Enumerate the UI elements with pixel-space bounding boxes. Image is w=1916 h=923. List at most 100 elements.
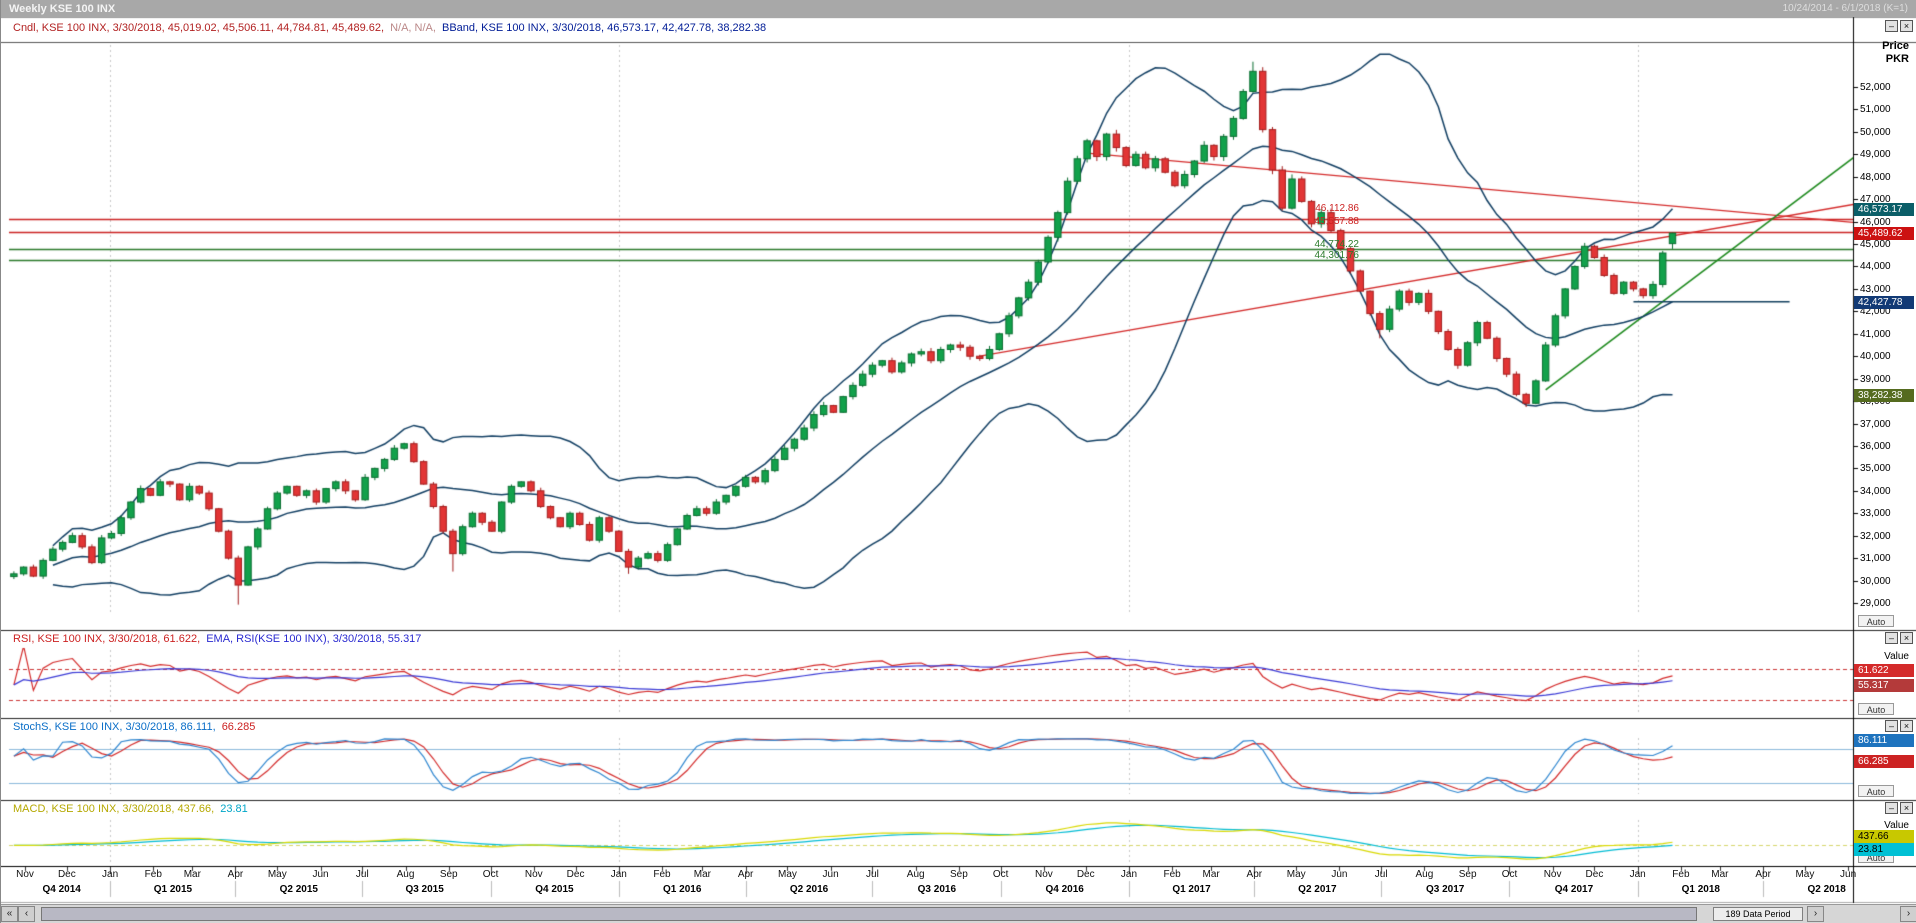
x-axis-month-label: Jul — [1374, 869, 1388, 880]
stoch-autoscale-button[interactable]: Auto — [1858, 785, 1894, 797]
y-axis-tick-label: 44,000 — [1860, 261, 1891, 273]
y-axis-tick-label: 41,000 — [1860, 328, 1891, 340]
scrollbar-thumb[interactable] — [41, 907, 1697, 921]
rsi-autoscale-button[interactable]: Auto — [1858, 703, 1894, 715]
scroll-right-button[interactable]: › — [1807, 906, 1824, 922]
indicator-value-box: 61.622 — [1854, 663, 1914, 677]
x-axis-month-label: Aug — [396, 869, 415, 880]
y-axis-tick-label: 52,000 — [1860, 82, 1891, 93]
y-axis-tick-label: 29,000 — [1860, 598, 1891, 609]
y-axis-tick-label: 47,000 — [1860, 194, 1891, 206]
y-axis-tick-label: 40,000 — [1860, 351, 1891, 363]
x-axis-month-label: Jan — [102, 869, 119, 880]
x-axis-quarter-label: Q2 2015 — [279, 884, 318, 895]
panel-close-button[interactable]: × — [1900, 720, 1913, 732]
rsi-readout: RSI, KSE 100 INX, 3/30/2018, 61.622, — [13, 633, 201, 645]
panel-close-button[interactable]: × — [1900, 20, 1913, 32]
panel-minimize-button[interactable]: – — [1885, 802, 1898, 814]
x-axis-quarter-label: Q1 2015 — [153, 884, 193, 895]
stoch-k-readout: StochS, KSE 100 INX, 3/30/2018, 86.111, — [13, 721, 216, 733]
stoch-d-readout: 66.285 — [221, 721, 256, 733]
y-axis-tick-label: 33,000 — [1860, 508, 1891, 520]
x-axis-month-label: Jan — [1120, 869, 1138, 880]
x-axis-quarter-label: Q1 2017 — [1172, 884, 1211, 895]
x-axis-quarter-label: Q1 2018 — [1681, 884, 1720, 895]
scroll-far-right-button[interactable]: › — [1900, 906, 1916, 922]
price-level-label: 44,301.76 — [1314, 249, 1360, 261]
x-axis-month-label: Mar — [183, 869, 201, 880]
x-axis-month-label: Sep — [949, 869, 968, 880]
bband-readout: BBand, KSE 100 INX, 3/30/2018, 46,573.17… — [442, 22, 767, 34]
indicator-value-box: 23.81 — [1854, 843, 1914, 857]
main-autoscale-button[interactable]: Auto — [1858, 615, 1894, 627]
price-axis-value-box: 42,427.78 — [1854, 295, 1914, 309]
x-axis-month-label: Jan — [610, 869, 627, 880]
na-readout: N/A, N/A, — [390, 22, 436, 34]
x-axis-month-label: Nov — [524, 869, 543, 880]
x-axis-month-label: Nov — [16, 869, 34, 880]
x-axis-month-label: Jul — [355, 869, 369, 880]
y-axis-tick-label: 36,000 — [1860, 440, 1891, 452]
x-axis-month-label: Feb — [144, 869, 162, 880]
x-axis-month-label: Feb — [653, 869, 671, 880]
x-axis-month-label: Apr — [227, 869, 244, 880]
x-axis-quarter-label: Q2 2018 — [1807, 884, 1846, 895]
x-axis-month-label: Mar — [693, 869, 712, 880]
x-axis-month-label: Mar — [1711, 869, 1729, 880]
scroll-far-left-button[interactable]: « — [1, 906, 18, 922]
panel-minimize-button[interactable]: – — [1885, 632, 1898, 644]
x-axis-month-label: Nov — [1034, 869, 1053, 880]
panel-minimize-button[interactable]: – — [1885, 20, 1898, 32]
x-axis-month-label: Feb — [1672, 869, 1690, 880]
main-panel-buttons: – × — [1885, 20, 1913, 32]
x-axis-month-label: Jun — [822, 869, 839, 880]
panel-minimize-button[interactable]: – — [1885, 720, 1898, 732]
x-axis-quarter-label: Q4 2015 — [535, 884, 574, 895]
x-axis-month-label: Apr — [737, 869, 754, 880]
x-axis-month-label: Feb — [1163, 869, 1181, 880]
window-title-bar: Weekly KSE 100 INX 10/24/2014 - 6/1/2018… — [1, 0, 1916, 17]
rsi-panel-header: RSI, KSE 100 INX, 3/30/2018, 61.622, EMA… — [13, 633, 424, 645]
main-chart-header: Cndl, KSE 100 INX, 3/30/2018, 45,019.02,… — [13, 22, 769, 34]
scroll-left-button[interactable]: ‹ — [18, 906, 35, 922]
y-axis-tick-label: 31,000 — [1860, 553, 1891, 565]
y-axis-tick-label: 50,000 — [1860, 126, 1891, 138]
x-axis-quarter-label: Q4 2016 — [1045, 884, 1084, 895]
horizontal-scrollbar[interactable]: « ‹ 189 Data Period › › — [1, 904, 1916, 923]
macd-axis-value-title: Value — [1884, 820, 1909, 831]
x-axis-quarter-label: Q2 2016 — [789, 884, 829, 895]
panel-close-button[interactable]: × — [1900, 802, 1913, 814]
macd-panel-header: MACD, KSE 100 INX, 3/30/2018, 437.66, 23… — [13, 803, 251, 815]
x-axis-month-label: May — [1795, 869, 1815, 880]
x-axis-month-label: Dec — [1585, 869, 1604, 880]
x-axis-month-label: Sep — [439, 869, 458, 880]
x-axis-month-label: Oct — [1501, 869, 1518, 880]
x-axis-month-label: Dec — [1076, 869, 1095, 880]
price-level-label: 46,112.86 — [1315, 203, 1359, 215]
window-title: Weekly KSE 100 INX — [9, 2, 116, 15]
indicator-value-box: 437.66 — [1854, 830, 1914, 844]
rsi-axis-value-title: Value — [1884, 651, 1909, 662]
x-axis-quarter-label: Q3 2015 — [405, 884, 444, 895]
x-axis-month-label: Apr — [1755, 869, 1771, 880]
rsi-ema-readout: EMA, RSI(KSE 100 INX), 3/30/2018, 55.317 — [206, 633, 422, 645]
x-axis-month-label: Jun — [1331, 869, 1348, 880]
rsi-panel-buttons: – × — [1885, 632, 1913, 644]
y-axis-tick-label: 35,000 — [1860, 463, 1891, 475]
y-axis-tick-label: 51,000 — [1860, 104, 1891, 116]
x-axis-month-label: Dec — [57, 869, 76, 880]
data-period-label: 189 Data Period — [1713, 907, 1803, 921]
y-axis-tick-label: 32,000 — [1860, 530, 1891, 542]
x-axis-quarter-label: Q3 2016 — [917, 884, 957, 895]
x-axis-month-label: Jun — [312, 869, 329, 880]
price-axis-value-box: 38,282.38 — [1854, 388, 1914, 402]
price-level-label: 44,774.22 — [1314, 239, 1360, 251]
indicator-value-box: 86.111 — [1854, 733, 1914, 747]
panel-close-button[interactable]: × — [1900, 632, 1913, 644]
y-axis-tick-label: 45,000 — [1860, 239, 1891, 251]
x-axis-month-label: Aug — [906, 869, 925, 880]
y-axis-tick-label: 43,000 — [1860, 283, 1891, 295]
macd-signal-readout: 23.81 — [220, 803, 248, 815]
